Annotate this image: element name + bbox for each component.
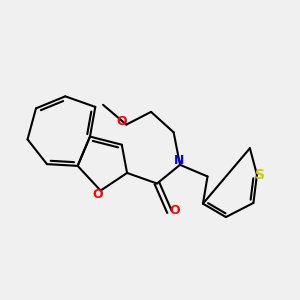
Text: N: N [174,154,184,167]
Text: O: O [117,115,128,128]
Text: O: O [92,188,103,201]
Text: O: O [169,203,180,217]
Text: S: S [256,168,266,182]
